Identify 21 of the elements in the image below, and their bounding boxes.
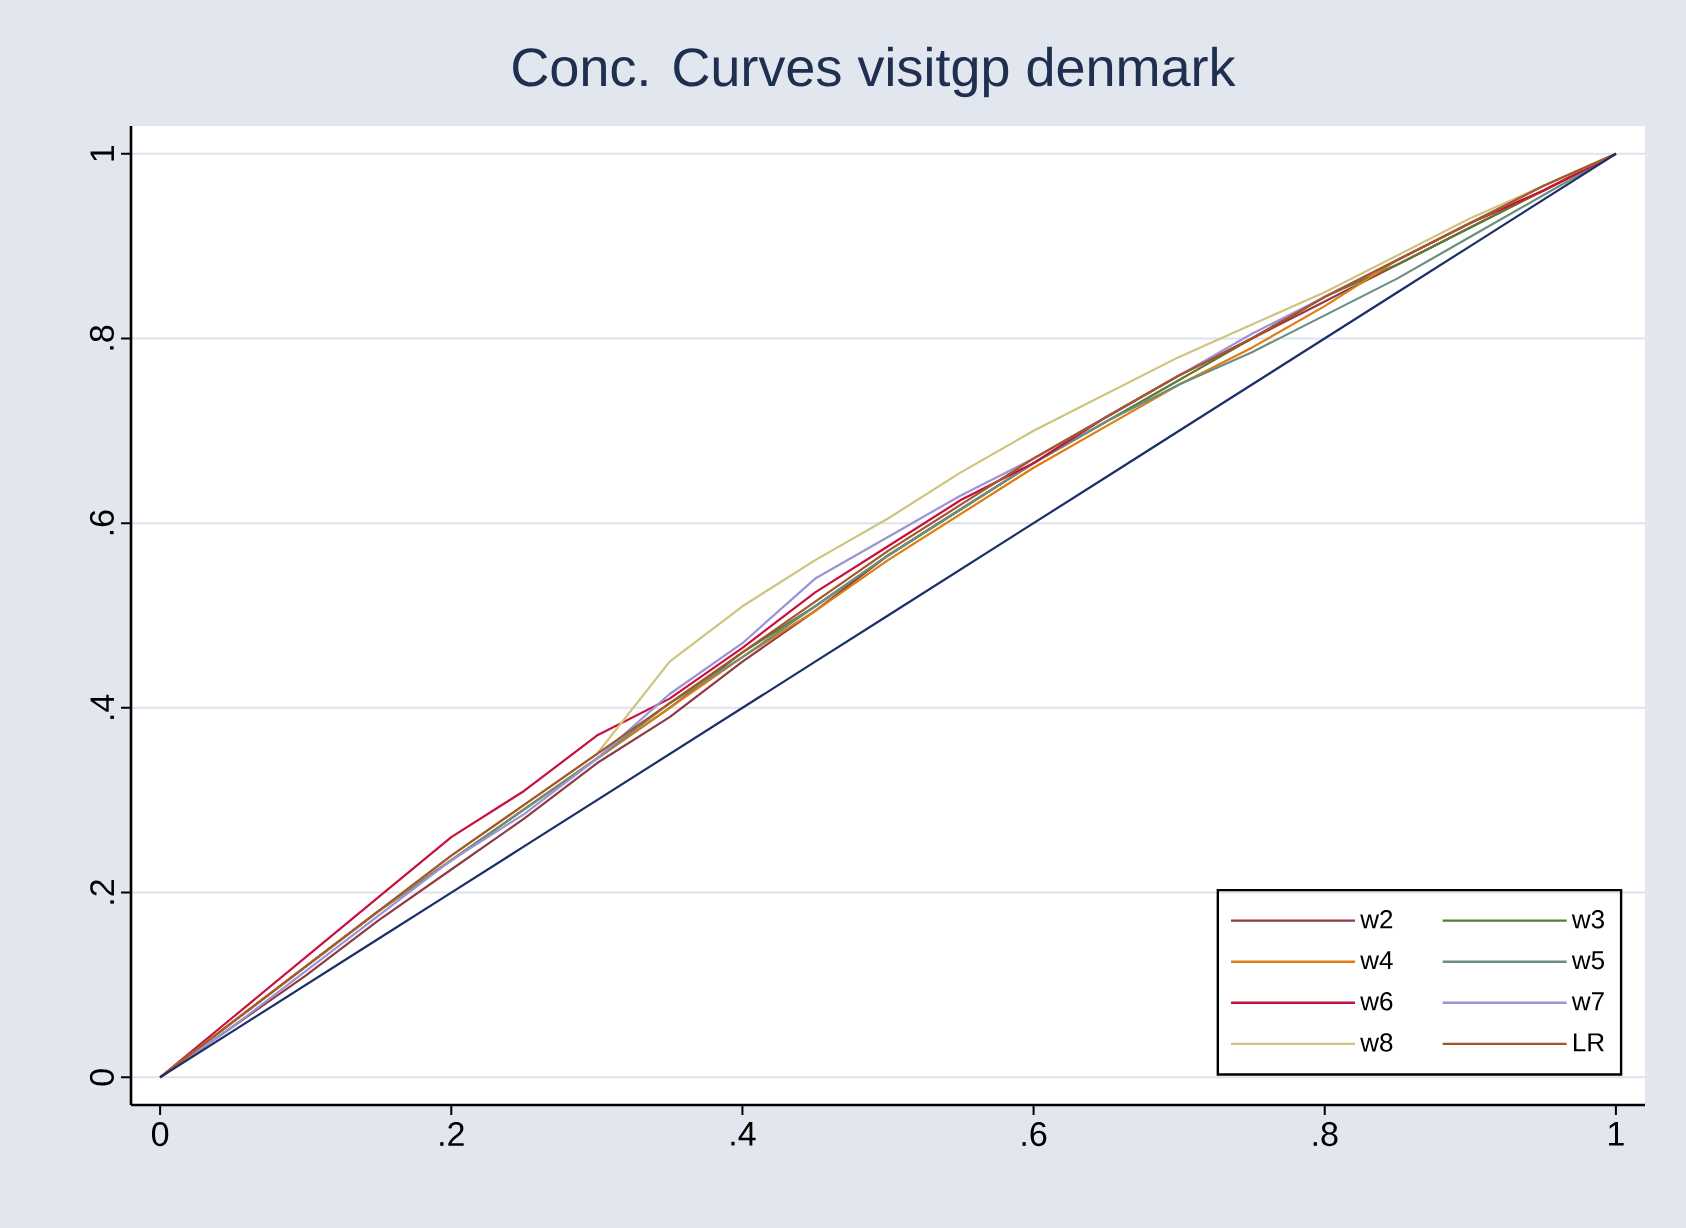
legend-label: w6 [1360, 992, 1393, 1011]
legend-label: w8 [1360, 1033, 1393, 1052]
x-tick-label: .2 [440, 1122, 464, 1146]
legend-label: w5 [1571, 951, 1604, 970]
x-tick-label: .6 [1022, 1122, 1047, 1147]
legend-label: w3 [1571, 910, 1604, 929]
y-tick-label: .2 [90, 880, 114, 904]
y-tick-label: .4 [90, 694, 114, 719]
y-tick-label: 1 [90, 145, 114, 161]
y-tick-label: 0 [89, 1069, 114, 1086]
x-tick-label: .8 [1313, 1122, 1338, 1147]
legend-label: w2 [1360, 910, 1393, 929]
y-tick-label: .6 [89, 510, 114, 535]
x-tick-label: 0 [151, 1122, 169, 1147]
y-tick-label: .8 [89, 325, 114, 350]
legend-label: w4 [1360, 951, 1393, 970]
chart-title: Conc. Curves visitgp denmark [513, 46, 1236, 98]
legend-label: w7 [1571, 992, 1604, 1011]
legend-label: LR [1574, 1033, 1604, 1052]
x-tick-label: .4 [731, 1122, 756, 1146]
x-tick-label: 1 [1609, 1122, 1624, 1146]
